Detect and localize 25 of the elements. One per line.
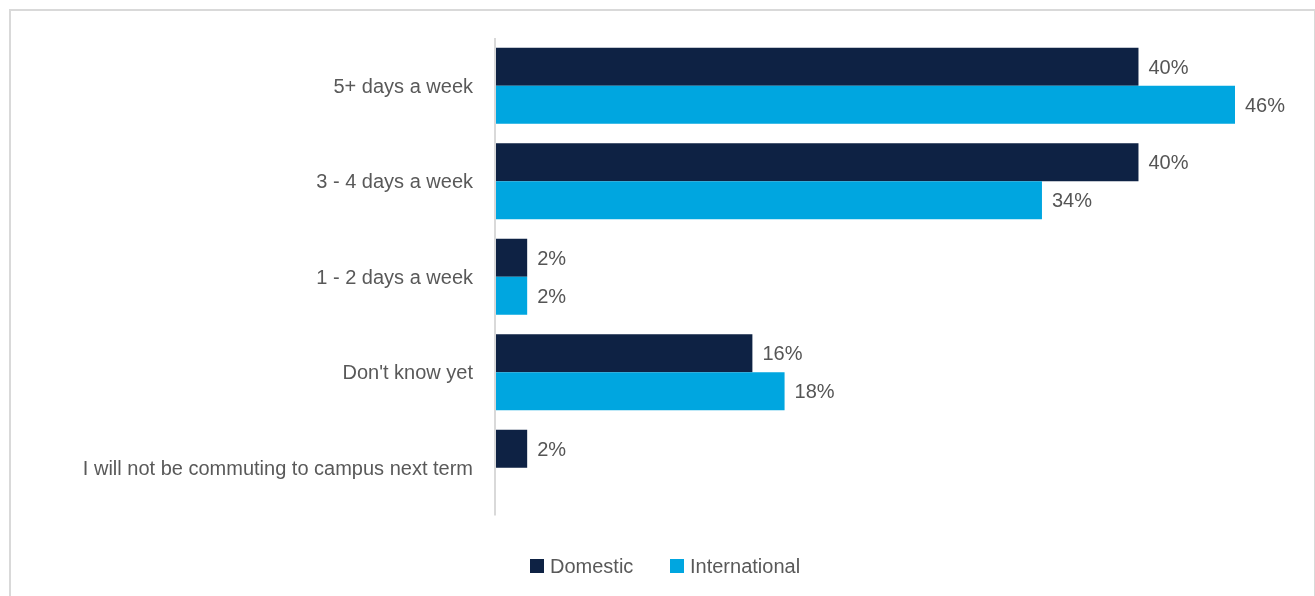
- y-tick-label: I will not be commuting to campus next term: [82, 456, 473, 479]
- y-tick-label: Don't know yet: [342, 361, 474, 384]
- y-tick-label: 5+ days a week: [333, 74, 474, 97]
- bar: [495, 143, 1139, 182]
- y-tick-label: 1 - 2 days a week: [316, 265, 474, 288]
- bar: [495, 85, 1235, 124]
- data-label: 2%: [537, 284, 567, 307]
- data-label: 40%: [1148, 151, 1189, 174]
- bar: [495, 47, 1139, 86]
- bar: [495, 372, 785, 411]
- data-label: 18%: [794, 380, 835, 403]
- bar: [495, 238, 528, 277]
- data-label: 34%: [1051, 189, 1093, 212]
- bar: [495, 181, 1042, 220]
- bar: [495, 429, 528, 468]
- data-label: 40%: [1148, 55, 1189, 78]
- data-label: 2%: [537, 246, 567, 269]
- bar: [495, 276, 528, 315]
- legend-label: International: [690, 555, 801, 577]
- data-label: 2%: [537, 437, 567, 460]
- data-label: 46%: [1245, 93, 1286, 116]
- y-tick-label: 3 - 4 days a week: [316, 170, 474, 193]
- data-label: 16%: [762, 342, 803, 365]
- bar: [495, 334, 753, 373]
- legend-label: Domestic: [550, 555, 634, 577]
